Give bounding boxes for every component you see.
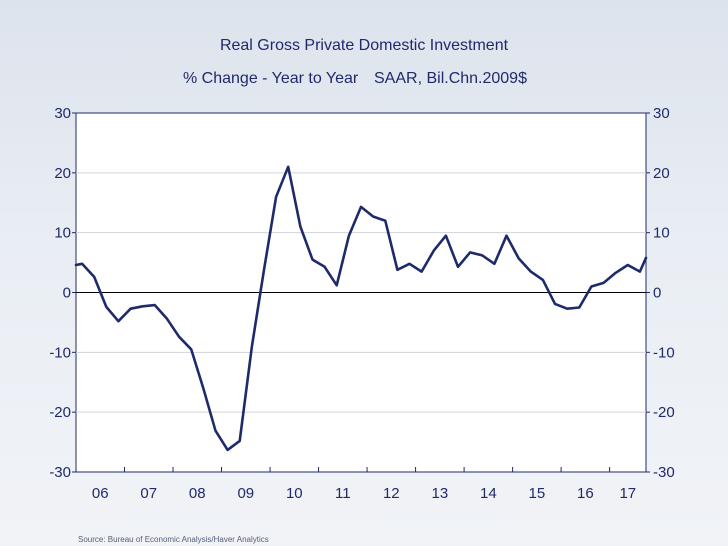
x-axis: 06 07 08 09 10 11 12 13 14 15 16 17 [92,467,636,502]
y-tick-label-right: -30 [653,464,675,481]
y-tick-label-left: -20 [49,404,71,421]
chart-subtitle-left: % Change - Year to Year [183,70,359,87]
x-tick-label: 11 [335,485,351,502]
x-tick-label: 17 [619,485,636,502]
y-tick-label-left: 0 [63,285,71,302]
x-tick-label: 07 [140,485,157,502]
x-tick-label: 09 [237,485,254,502]
y-tick-label-right: 0 [653,285,661,302]
y-tick-label-right: -10 [653,344,675,361]
y-tick-label-left: 10 [54,225,71,242]
y-tick-label-left: 30 [54,105,71,122]
y-tick-label-right: -20 [653,404,675,421]
y-tick-label-left: -10 [49,344,71,361]
x-tick-label: 08 [189,485,206,502]
y-tick-label-right: 20 [653,165,670,182]
y-axis-left: 30 20 10 0 -10 -20 -30 [49,105,76,481]
y-axis-right: 30 20 10 0 -10 -20 -30 [646,105,675,481]
series-line [74,165,648,452]
y-tick-label-left: -30 [49,464,71,481]
x-tick-label: 13 [431,485,448,502]
chart-source: Source: Bureau of Economic Analysis/Have… [78,535,269,544]
x-tick-label: 12 [383,485,400,502]
grid-layer [76,172,646,413]
x-tick-label: 06 [92,485,109,502]
chart-title: Real Gross Private Domestic Investment [220,37,509,54]
x-tick-label: 14 [480,485,497,502]
x-tick-label: 16 [577,485,594,502]
series-layer [74,165,648,452]
chart-subtitle-right: SAAR, Bil.Chn.2009$ [374,70,527,87]
y-tick-label-right: 30 [653,105,670,122]
x-tick-label: 15 [529,485,546,502]
y-tick-label-left: 20 [54,165,71,182]
x-tick-label: 10 [286,485,303,502]
y-tick-label-right: 10 [653,225,670,242]
